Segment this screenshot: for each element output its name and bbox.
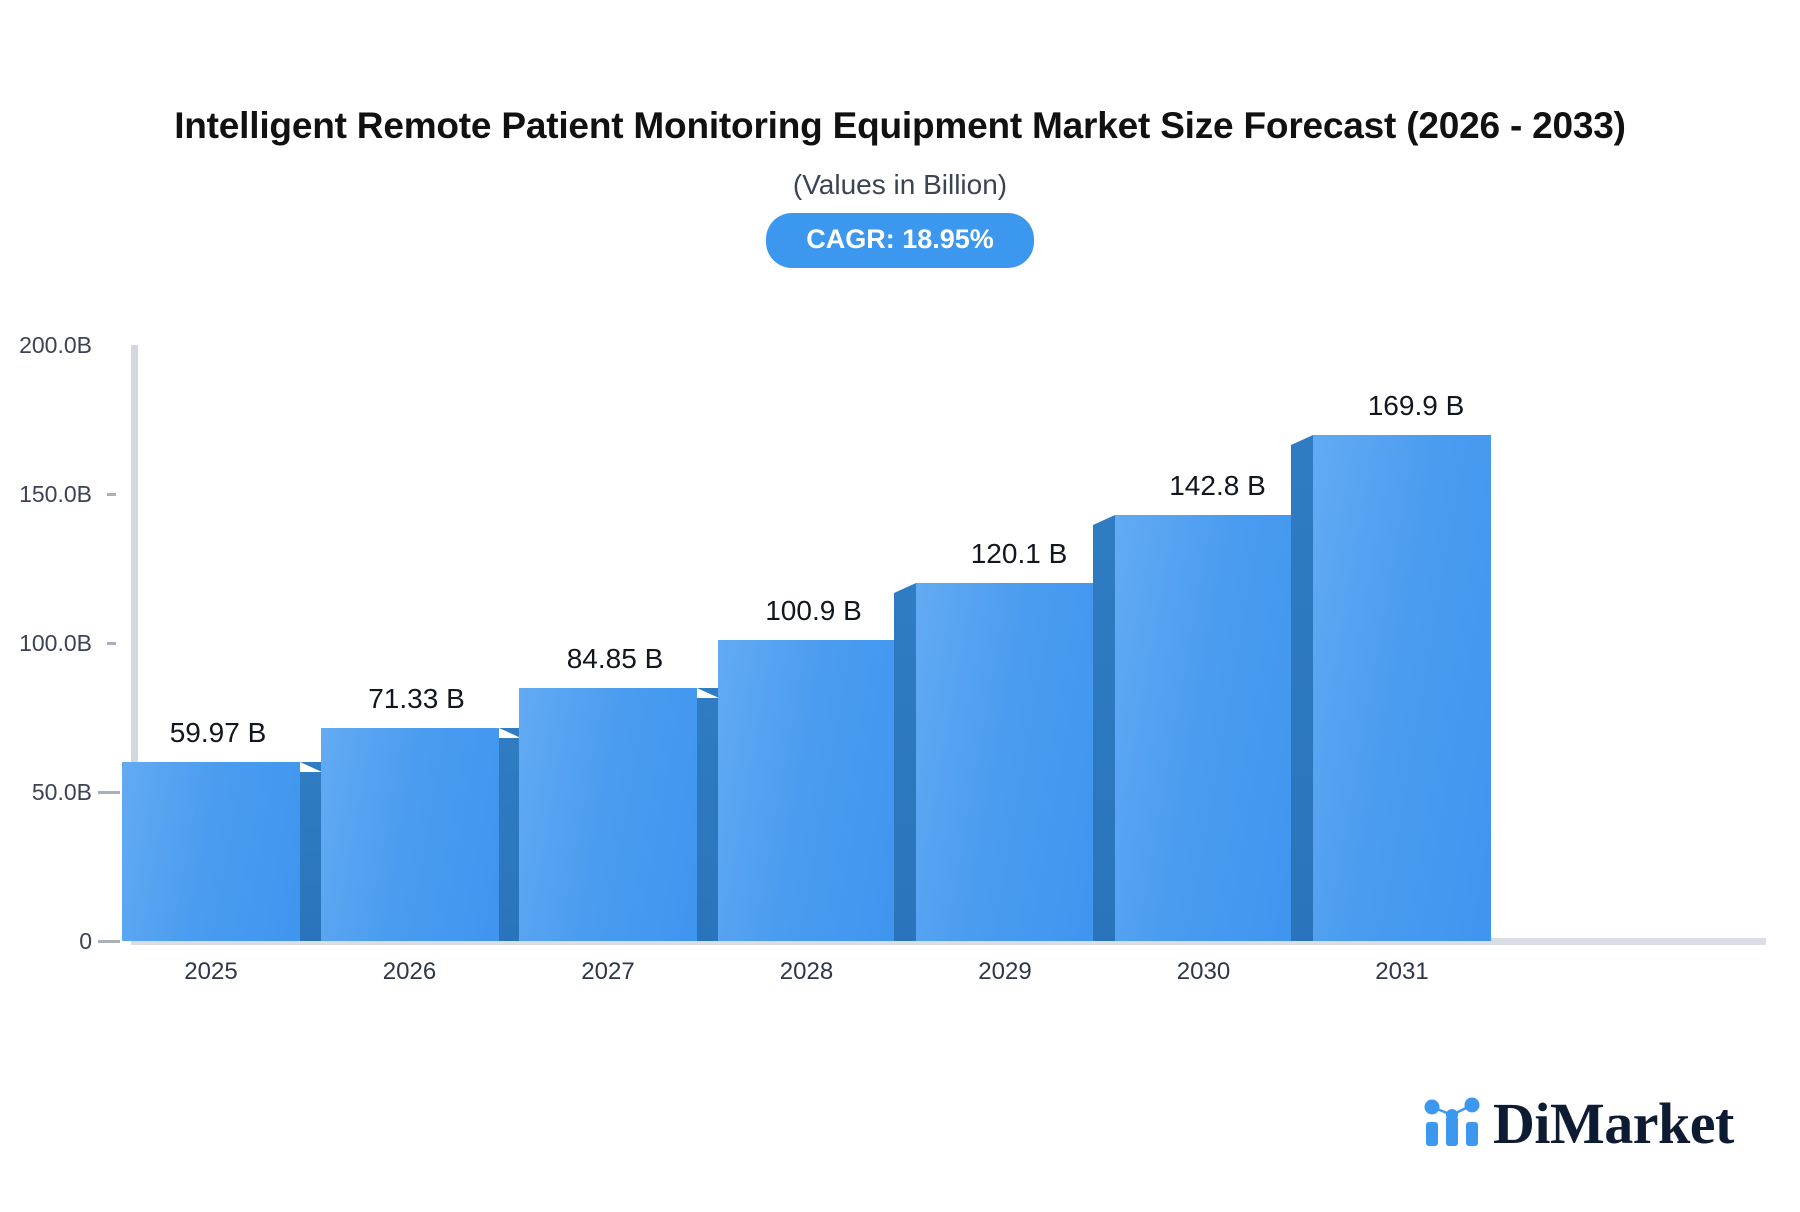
y-axis-tick-label: 100.0B <box>19 630 92 656</box>
bar-depth-side <box>300 772 322 941</box>
bar-depth-side <box>697 698 719 941</box>
bar-2031[interactable] <box>1291 434 1491 941</box>
bar-2029[interactable] <box>894 583 1094 941</box>
bar-value-label: 59.97 B <box>169 717 267 749</box>
x-axis-label-2027: 2027 <box>581 958 635 985</box>
bar-depth-cap <box>1291 434 1313 445</box>
y-axis-tick-mark <box>107 642 116 645</box>
bar-value-label: 120.1 B <box>970 538 1068 570</box>
bar-2025[interactable] <box>122 762 322 941</box>
bar-value-label: 71.33 B <box>368 683 465 715</box>
bar-face <box>717 640 896 941</box>
bar-2028[interactable] <box>717 640 918 941</box>
bar-face <box>916 583 1094 941</box>
y-axis-tick-mark <box>98 940 120 943</box>
bar-depth-cap <box>300 762 322 773</box>
x-axis-label-2028: 2028 <box>779 958 834 985</box>
bar-depth-side <box>894 593 916 941</box>
x-axis-label-2030: 2030 <box>1176 958 1231 985</box>
y-axis-tick-mark <box>107 493 116 496</box>
bar-chart-logo-icon <box>1424 1096 1480 1153</box>
y-axis-tick-mark <box>98 791 120 794</box>
cagr-badge: CAGR: 18.95% <box>766 213 1034 269</box>
bar-value-label: 169.9 B <box>1367 389 1465 421</box>
bar-2026[interactable] <box>320 728 521 941</box>
bar-depth-side <box>498 738 521 941</box>
x-axis-label-2031: 2031 <box>1375 958 1429 985</box>
y-axis-tick-label: 50.0B <box>31 779 92 805</box>
brand-name: DiMarket <box>1493 1091 1734 1156</box>
bar-face <box>320 728 499 941</box>
bar-2030[interactable] <box>1092 515 1293 941</box>
bar-face <box>1114 515 1293 941</box>
y-axis-tick-label: 200.0B <box>19 332 92 358</box>
x-axis-label-2026: 2026 <box>382 958 437 985</box>
bar-face <box>122 762 300 941</box>
bar-value-label: 142.8 B <box>1169 470 1266 502</box>
bar-depth-cap <box>1092 515 1115 526</box>
y-axis-tick-label: 0 <box>79 928 92 954</box>
bar-face <box>1313 434 1491 941</box>
chart-header: Intelligent Remote Patient Monitoring Eq… <box>0 0 1800 269</box>
x-axis-label-2025: 2025 <box>184 958 238 985</box>
bar-depth-cap <box>697 688 719 699</box>
page-title: Intelligent Remote Patient Monitoring Eq… <box>174 105 1626 146</box>
bar-value-label: 100.9 B <box>765 595 862 627</box>
x-axis-line <box>131 938 1766 945</box>
bar-2027[interactable] <box>519 688 719 941</box>
brand-logo: DiMarket <box>1424 1095 1734 1153</box>
bar-depth-side <box>1291 444 1313 941</box>
bar-value-label: 84.85 B <box>566 643 664 675</box>
bar-depth-cap <box>894 583 916 594</box>
bar-depth-side <box>1092 525 1115 941</box>
y-axis-line <box>131 345 138 943</box>
bar-face <box>519 688 697 941</box>
x-axis-label-2029: 2029 <box>978 958 1032 985</box>
y-axis-tick-label: 150.0B <box>19 481 92 507</box>
chart-subtitle: (Values in Billion) <box>792 169 1008 201</box>
bar-depth-cap <box>498 728 521 739</box>
